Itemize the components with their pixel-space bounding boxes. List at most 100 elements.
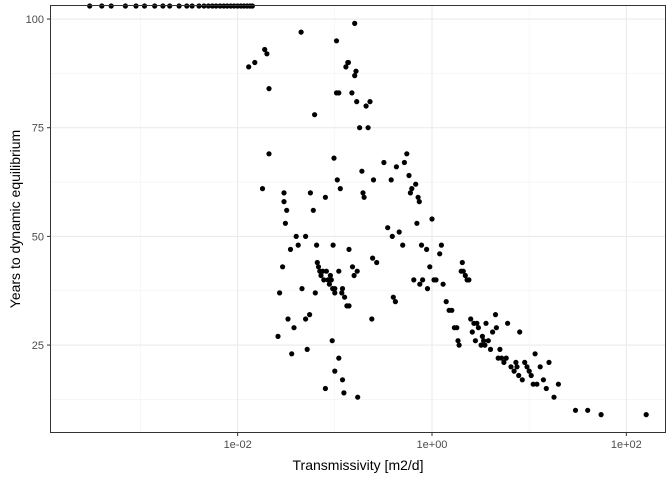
data-point bbox=[534, 381, 540, 387]
data-point bbox=[346, 303, 352, 309]
data-point bbox=[320, 268, 326, 274]
data-point bbox=[354, 268, 360, 274]
data-point bbox=[264, 51, 270, 57]
panel-background bbox=[50, 5, 666, 433]
data-point bbox=[339, 286, 346, 292]
data-point bbox=[414, 220, 420, 226]
data-point bbox=[555, 381, 562, 387]
data-point bbox=[332, 286, 338, 292]
data-point bbox=[246, 64, 252, 70]
data-point bbox=[433, 277, 439, 283]
data-point bbox=[420, 277, 426, 283]
data-point bbox=[328, 277, 334, 283]
data-point bbox=[334, 177, 340, 183]
data-points bbox=[87, 3, 649, 418]
data-point bbox=[492, 312, 499, 318]
data-point bbox=[417, 281, 423, 287]
data-point bbox=[418, 242, 425, 248]
data-point bbox=[349, 264, 356, 270]
data-point bbox=[409, 186, 415, 192]
data-point bbox=[475, 325, 481, 331]
data-point bbox=[318, 272, 324, 279]
data-point bbox=[266, 151, 272, 157]
y-axis-title: Years to dynamic equilibrium bbox=[7, 130, 23, 308]
data-point bbox=[295, 242, 301, 248]
data-point bbox=[530, 381, 536, 387]
data-point bbox=[352, 20, 358, 26]
data-point bbox=[413, 181, 419, 187]
data-point bbox=[485, 338, 491, 344]
data-point bbox=[287, 246, 294, 252]
data-point bbox=[331, 155, 337, 161]
data-point bbox=[427, 264, 433, 270]
data-point bbox=[354, 99, 360, 105]
data-point bbox=[291, 325, 297, 331]
data-point bbox=[293, 233, 299, 239]
data-point bbox=[540, 377, 547, 383]
data-point bbox=[298, 29, 304, 35]
x-tick-label: 1e-02 bbox=[224, 439, 252, 451]
data-point bbox=[511, 368, 517, 374]
y-axis: 25 50 75 100 bbox=[26, 14, 51, 352]
data-point bbox=[333, 38, 340, 44]
y-tick-label: 100 bbox=[26, 14, 44, 26]
data-point bbox=[424, 286, 431, 292]
data-point bbox=[519, 377, 525, 383]
data-point bbox=[551, 394, 557, 400]
data-point bbox=[314, 242, 320, 248]
data-point bbox=[482, 342, 488, 348]
data-point bbox=[314, 259, 320, 266]
data-point bbox=[401, 159, 407, 166]
data-point bbox=[490, 329, 496, 335]
data-point bbox=[307, 190, 313, 196]
data-point bbox=[281, 190, 287, 196]
data-point bbox=[406, 172, 412, 179]
data-point bbox=[303, 233, 309, 239]
data-point bbox=[396, 229, 402, 235]
data-point bbox=[392, 299, 398, 305]
data-point bbox=[429, 216, 435, 222]
data-point bbox=[508, 364, 514, 370]
data-point bbox=[312, 290, 318, 296]
data-point bbox=[516, 372, 522, 379]
data-point bbox=[449, 307, 455, 313]
data-point bbox=[360, 190, 366, 196]
data-point bbox=[501, 359, 507, 365]
data-point bbox=[363, 103, 369, 109]
data-point bbox=[277, 290, 283, 296]
data-point bbox=[466, 277, 472, 283]
data-point bbox=[337, 186, 343, 192]
data-point bbox=[513, 359, 519, 365]
data-point bbox=[572, 407, 579, 413]
data-point bbox=[528, 372, 534, 379]
data-point bbox=[299, 286, 305, 292]
data-point bbox=[343, 64, 349, 70]
data-point bbox=[353, 68, 359, 74]
data-point bbox=[522, 359, 528, 365]
data-point bbox=[351, 272, 357, 279]
data-point bbox=[289, 351, 295, 357]
data-point bbox=[332, 368, 338, 374]
data-point bbox=[345, 59, 351, 66]
data-point bbox=[455, 338, 461, 344]
data-point bbox=[365, 125, 371, 131]
data-point bbox=[468, 316, 474, 322]
data-point bbox=[385, 225, 391, 231]
data-point bbox=[459, 259, 465, 266]
data-point bbox=[454, 325, 460, 331]
data-point bbox=[537, 364, 543, 370]
data-point bbox=[462, 272, 468, 279]
data-point bbox=[407, 190, 413, 196]
data-point bbox=[524, 364, 530, 370]
data-point bbox=[342, 294, 348, 300]
data-point bbox=[388, 177, 394, 183]
data-point bbox=[304, 346, 310, 352]
data-point bbox=[310, 207, 316, 213]
data-point bbox=[355, 394, 361, 400]
data-point bbox=[266, 86, 272, 92]
data-point bbox=[411, 277, 417, 283]
data-point bbox=[329, 338, 335, 344]
data-point bbox=[374, 259, 380, 266]
data-point bbox=[370, 255, 376, 261]
